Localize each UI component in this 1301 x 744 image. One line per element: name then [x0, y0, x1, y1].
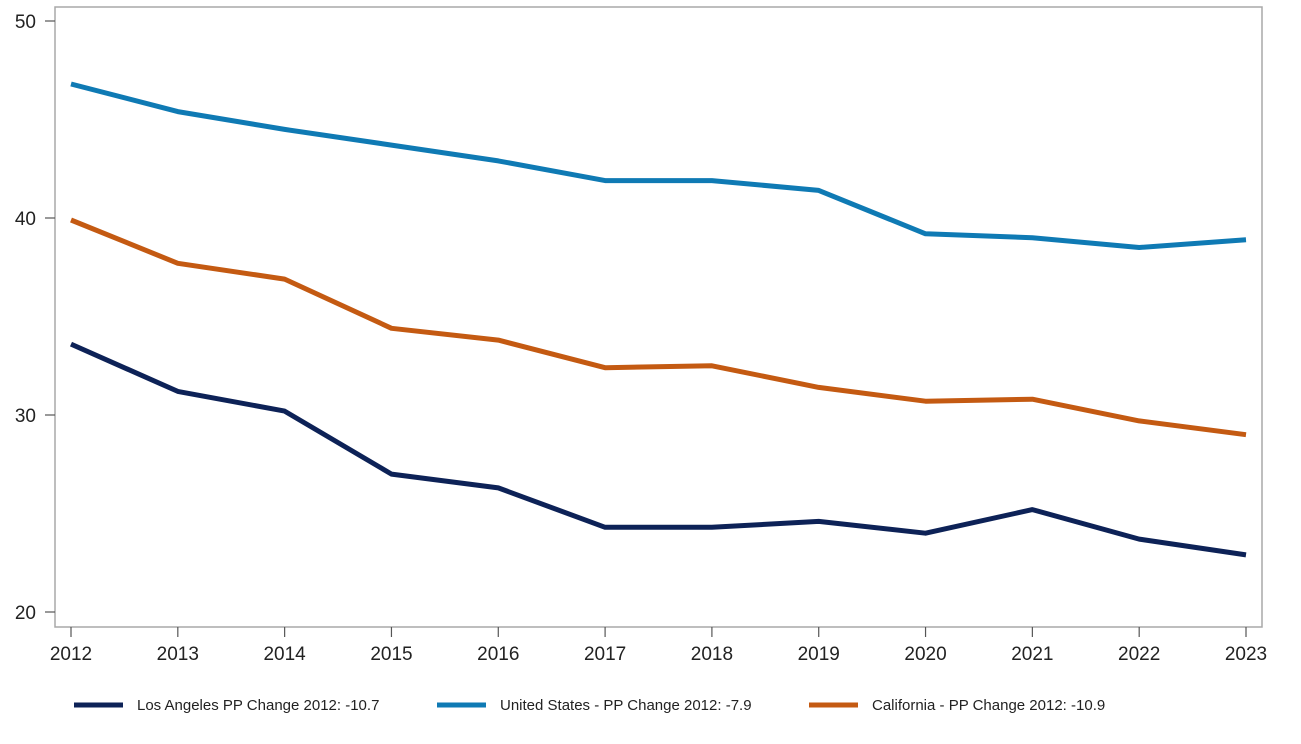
x-tick-label: 2019	[798, 644, 840, 665]
y-tick-label: 50	[15, 12, 36, 33]
series-line-0	[69, 341, 1247, 558]
x-tick-label: 2015	[370, 644, 412, 665]
plot-frame	[54, 6, 1263, 628]
x-tick-label: 2020	[904, 644, 946, 665]
x-tick-label: 2013	[157, 644, 199, 665]
series-layer	[69, 81, 1247, 558]
x-tick-label: 2012	[50, 644, 92, 665]
legend-label-1: United States - PP Change 2012: -7.9	[500, 697, 752, 714]
legend: Los Angeles PP Change 2012: -10.7 United …	[74, 697, 1105, 714]
x-tick-label: 2014	[263, 644, 306, 665]
x-axis: 2012 2013 2014 2015 2016 2017 2018 2019 2020 2021…	[50, 627, 1267, 665]
x-tick-label: 2018	[691, 644, 733, 665]
x-tick-label: 2016	[477, 644, 519, 665]
legend-label-0: Los Angeles PP Change 2012: -10.7	[137, 697, 379, 714]
x-tick-label: 2022	[1118, 644, 1160, 665]
series-line-2	[70, 217, 1247, 438]
x-tick-label: 2017	[584, 644, 626, 665]
y-tick-label: 20	[15, 603, 36, 624]
y-tick-label: 40	[15, 209, 36, 230]
x-tick-label: 2021	[1011, 644, 1053, 665]
series-line-1	[70, 81, 1247, 250]
y-axis: 20 30 40 50	[15, 12, 55, 624]
x-tick-label: 2023	[1225, 644, 1267, 665]
y-tick-label: 30	[15, 406, 36, 427]
legend-label-2: California - PP Change 2012: -10.9	[872, 697, 1105, 714]
